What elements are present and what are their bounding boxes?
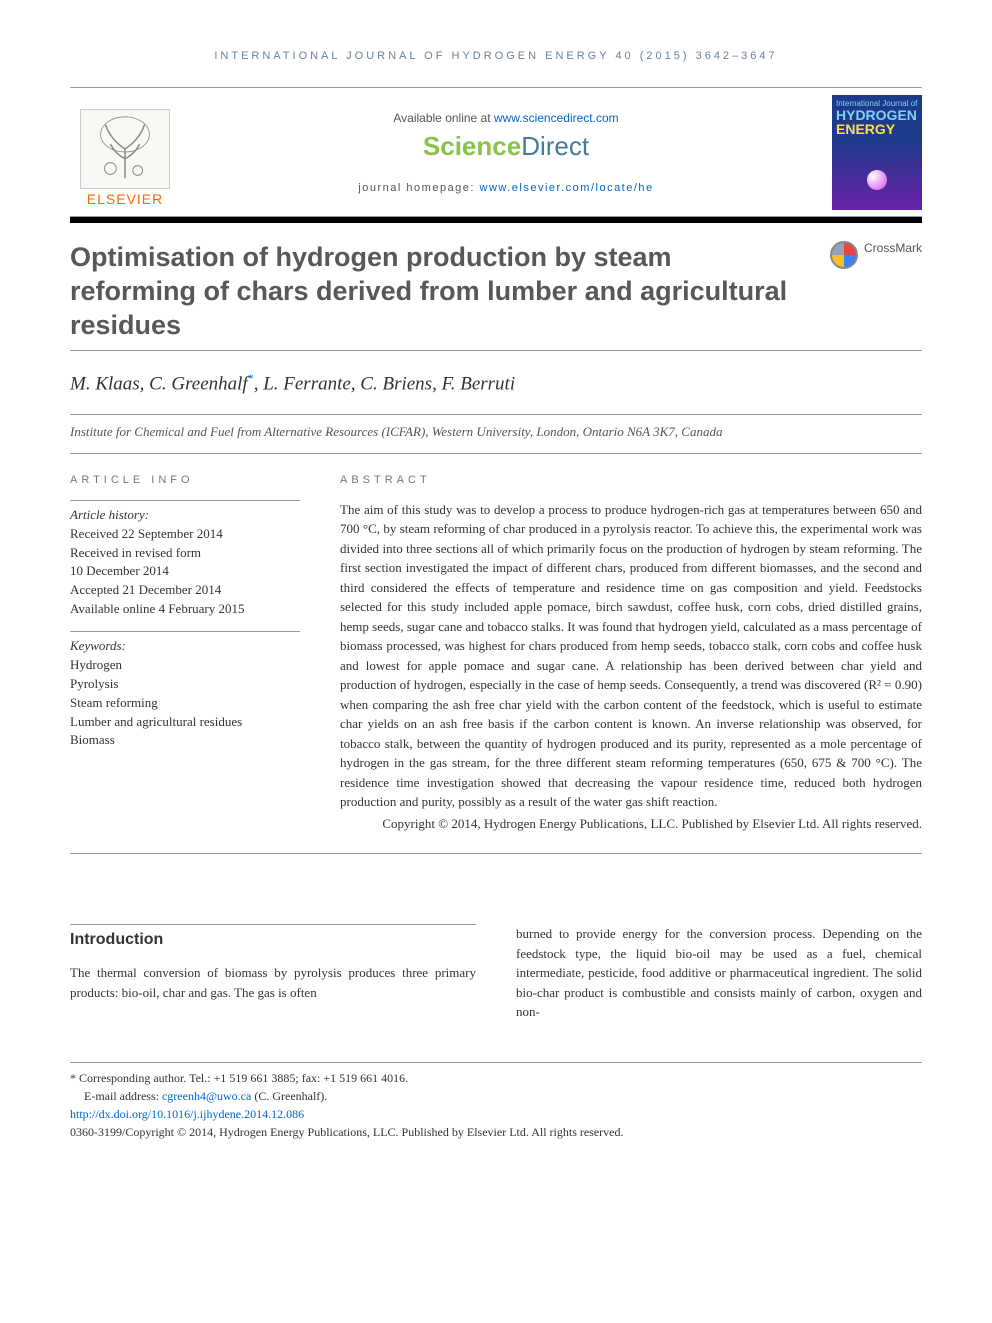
crossmark-label: CrossMark [864, 241, 922, 255]
author-list: M. Klaas, C. Greenhalf*, L. Ferrante, C.… [70, 371, 922, 403]
keyword-item: Lumber and agricultural residues [70, 713, 300, 732]
divider [70, 631, 300, 632]
introduction-heading: Introduction [70, 924, 476, 949]
journal-header: ELSEVIER Available online at www.science… [70, 87, 922, 217]
journal-homepage-line: journal homepage: www.elsevier.com/locat… [180, 182, 832, 194]
sd-science-word: Science [423, 131, 521, 161]
history-item: Accepted 21 December 2014 [70, 581, 300, 600]
homepage-prefix: journal homepage: [358, 182, 479, 194]
email-link[interactable]: cgreenh4@uwo.ca [162, 1089, 251, 1103]
abstract-text: The aim of this study was to develop a p… [340, 500, 922, 812]
sciencedirect-logo: ScienceDirect [180, 131, 832, 162]
email-label: E-mail address: [84, 1089, 162, 1103]
issn-copyright: 0360-3199/Copyright © 2014, Hydrogen Ene… [70, 1123, 922, 1141]
abstract-copyright: Copyright © 2014, Hydrogen Energy Public… [340, 814, 922, 834]
body-paragraph: burned to provide energy for the convers… [516, 924, 922, 1022]
cover-graphic-icon [867, 170, 887, 190]
history-item: Received in revised form [70, 544, 300, 563]
divider [70, 500, 300, 501]
article-info-label: ARTICLE INFO [70, 474, 300, 486]
crossmark-icon [830, 241, 858, 269]
cover-line2: HYDROGEN [836, 108, 918, 122]
history-item: Received 22 September 2014 [70, 525, 300, 544]
homepage-link[interactable]: www.elsevier.com/locate/he [480, 182, 654, 194]
article-history-label: Article history: [70, 507, 300, 523]
email-footnote: E-mail address: cgreenh4@uwo.ca (C. Gree… [70, 1087, 922, 1105]
running-head: INTERNATIONAL JOURNAL OF HYDROGEN ENERGY… [70, 50, 922, 62]
crossmark-badge[interactable]: CrossMark [802, 241, 922, 342]
corresponding-author-footnote: * Corresponding author. Tel.: +1 519 661… [70, 1069, 922, 1087]
abstract-column: ABSTRACT The aim of this study was to de… [340, 474, 922, 834]
history-item: 10 December 2014 [70, 562, 300, 581]
keyword-item: Hydrogen [70, 656, 300, 675]
keyword-item: Steam reforming [70, 694, 300, 713]
body-paragraph: The thermal conversion of biomass by pyr… [70, 963, 476, 1002]
article-title: Optimisation of hydrogen production by s… [70, 241, 802, 342]
journal-cover-thumbnail: International Journal of HYDROGEN ENERGY [832, 95, 922, 210]
email-suffix: (C. Greenhalf). [251, 1089, 327, 1103]
keyword-item: Pyrolysis [70, 675, 300, 694]
article-info-column: ARTICLE INFO Article history: Received 2… [70, 474, 300, 834]
keywords-label: Keywords: [70, 638, 300, 654]
available-online-line: Available online at www.sciencedirect.co… [180, 111, 832, 125]
divider [70, 414, 922, 415]
available-prefix: Available online at [393, 111, 494, 125]
doi-link[interactable]: http://dx.doi.org/10.1016/j.ijhydene.201… [70, 1107, 304, 1121]
abstract-label: ABSTRACT [340, 474, 922, 486]
elsevier-wordmark: ELSEVIER [87, 191, 163, 207]
elsevier-logo: ELSEVIER [70, 97, 180, 207]
footnotes: * Corresponding author. Tel.: +1 519 661… [70, 1062, 922, 1141]
sciencedirect-link[interactable]: www.sciencedirect.com [494, 111, 619, 125]
divider [70, 350, 922, 351]
authors-text-rest: , L. Ferrante, C. Briens, F. Berruti [254, 374, 515, 395]
elsevier-tree-icon [80, 109, 170, 189]
sd-direct-word: Direct [521, 131, 589, 161]
history-item: Available online 4 February 2015 [70, 600, 300, 619]
authors-text: M. Klaas, C. Greenhalf [70, 374, 248, 395]
doi-line: http://dx.doi.org/10.1016/j.ijhydene.201… [70, 1105, 922, 1123]
cover-line3: ENERGY [836, 122, 918, 136]
affiliation: Institute for Chemical and Fuel from Alt… [70, 423, 922, 454]
body-columns: Introduction The thermal conversion of b… [70, 924, 922, 1022]
keyword-item: Biomass [70, 731, 300, 750]
